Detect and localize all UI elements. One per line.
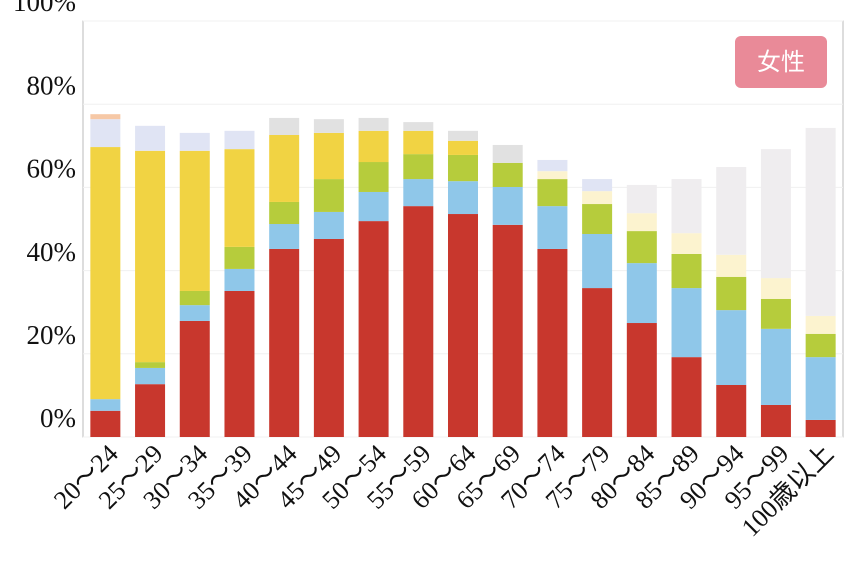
- bar-segment: [358, 221, 389, 437]
- bar-segment: [313, 211, 344, 239]
- bar-segment: [760, 278, 791, 299]
- bar-segment: [135, 150, 166, 363]
- bar-segment: [716, 276, 747, 311]
- bar-segment: [716, 310, 747, 385]
- bar-segment: [805, 315, 836, 334]
- bar-segment: [90, 147, 121, 400]
- bar-segment: [90, 410, 121, 437]
- bar-segment: [179, 132, 210, 151]
- bar-segment: [716, 167, 747, 255]
- bar-segment: [716, 254, 747, 277]
- bar-segment: [448, 130, 478, 141]
- bar-segment: [179, 305, 210, 321]
- bar-segment: [626, 263, 657, 324]
- bar-segment: [492, 162, 523, 187]
- bar-segment: [760, 149, 791, 279]
- bar-segment: [313, 238, 344, 437]
- annotation: 女性: [757, 48, 805, 76]
- bar-segment: [671, 233, 702, 254]
- bar-segment: [805, 333, 836, 358]
- bar-segment: [448, 140, 478, 155]
- bar-segment: [626, 323, 657, 437]
- y-tick-label: 0%: [40, 403, 76, 433]
- bar-segment: [716, 385, 747, 437]
- bar-segment: [313, 179, 344, 212]
- bar-segment: [760, 298, 791, 329]
- bar-segment: [403, 154, 434, 180]
- bar-segment: [224, 246, 255, 269]
- y-tick-label: 100%: [13, 0, 76, 17]
- bar-segment: [403, 130, 434, 155]
- bar-segment: [90, 399, 121, 411]
- bar-segment: [358, 162, 389, 192]
- bar-segment: [671, 179, 702, 234]
- bar-segment: [358, 130, 389, 163]
- bar-segment: [90, 119, 121, 148]
- bar-segment: [269, 117, 300, 135]
- bar-segment: [90, 114, 121, 120]
- bar-segment: [492, 224, 523, 437]
- bar-segment: [448, 214, 478, 437]
- y-tick-label: 20%: [27, 320, 77, 350]
- bar-segment: [135, 367, 166, 385]
- bar-segment: [582, 288, 613, 437]
- bar-segment: [269, 224, 300, 249]
- bar-segment: [179, 290, 210, 306]
- bar-segment: [805, 419, 836, 437]
- bar-segment: [492, 144, 523, 163]
- bar-segment: [358, 117, 389, 131]
- bar-segment: [135, 125, 166, 151]
- bar-segment: [626, 213, 657, 232]
- bar-segment: [537, 206, 568, 249]
- bar-segment: [492, 186, 523, 225]
- bar-segment: [671, 288, 702, 358]
- bar-segment: [269, 201, 300, 225]
- bar-segment: [269, 248, 300, 437]
- bar-segment: [179, 320, 210, 437]
- bar-segment: [671, 357, 702, 437]
- bar-segment: [135, 384, 166, 437]
- bar-segment: [135, 362, 166, 368]
- bar-segment: [224, 290, 255, 437]
- bar-segment: [582, 204, 613, 234]
- y-tick-label: 40%: [27, 237, 77, 267]
- bar-segment: [448, 181, 478, 215]
- annotation-badge: [735, 36, 827, 88]
- bar-segment: [626, 184, 657, 214]
- bar-segment: [582, 191, 613, 205]
- bar-segment: [403, 206, 434, 437]
- bar-segment: [537, 179, 568, 207]
- bar-segment: [537, 171, 568, 180]
- bar-segment: [179, 150, 210, 291]
- bar-segment: [403, 122, 434, 131]
- bar-segment: [537, 159, 568, 172]
- bar-segment: [582, 179, 613, 192]
- bar-segment: [358, 191, 389, 222]
- bar-segment: [582, 233, 613, 289]
- bar-segment: [448, 154, 478, 182]
- bar-segment: [224, 130, 255, 150]
- bar-segment: [537, 248, 568, 437]
- bar-segment: [760, 404, 791, 437]
- bar-segment: [313, 132, 344, 180]
- bar-segment: [403, 179, 434, 207]
- bar-segment: [671, 253, 702, 289]
- bar-segment: [269, 134, 300, 202]
- y-tick-label: 60%: [27, 154, 77, 184]
- y-tick-label: 80%: [27, 70, 77, 100]
- bar-segment: [313, 119, 344, 133]
- bar-segment: [224, 149, 255, 247]
- bar-segment: [805, 357, 836, 420]
- bar-segment: [760, 328, 791, 405]
- bar-segment: [805, 127, 836, 316]
- bar-segment: [626, 231, 657, 264]
- bar-segment: [224, 268, 255, 291]
